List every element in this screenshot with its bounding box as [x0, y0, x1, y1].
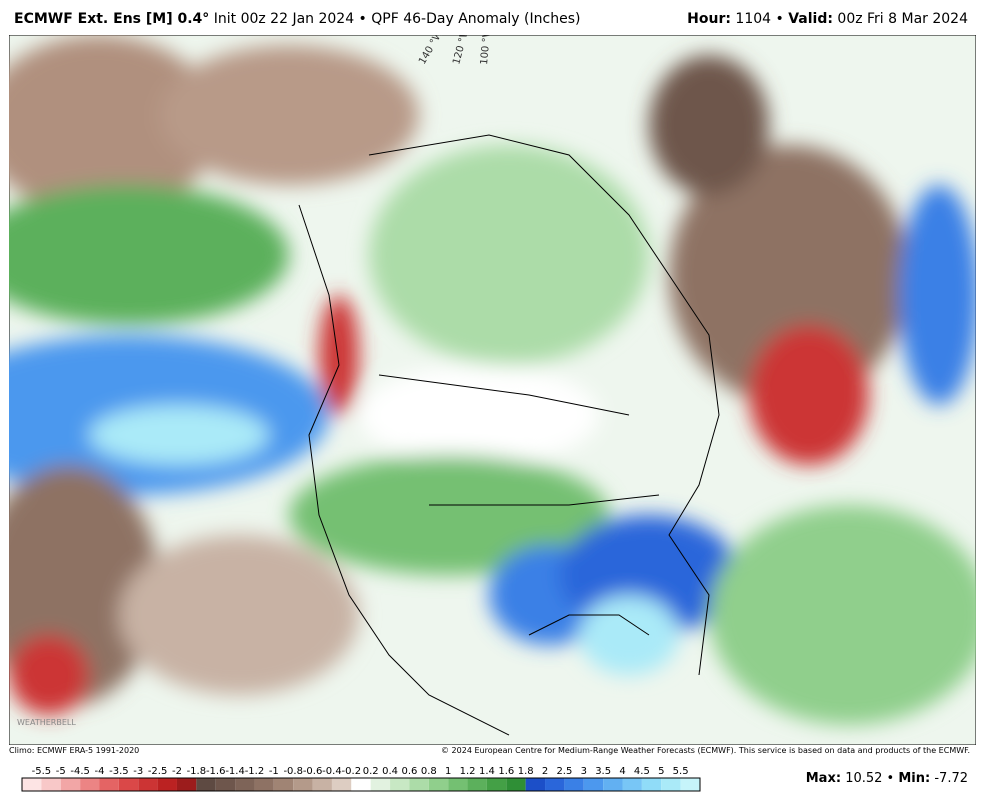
- color-box: [22, 778, 42, 791]
- colorbar-label: 3.5: [595, 766, 611, 777]
- colorbar-label: 1.4: [479, 766, 495, 777]
- color-box: [370, 778, 391, 791]
- colorbar-label: 5.5: [673, 766, 689, 777]
- colorbar-label: -1.2: [245, 766, 265, 777]
- color-box: [118, 778, 139, 791]
- colorbar-label: -1: [269, 766, 279, 777]
- colorbar-label: 0.6: [401, 766, 417, 777]
- color-box: [293, 778, 313, 791]
- graticule-label: 100 °W: [479, 35, 493, 65]
- color-box: [641, 778, 662, 791]
- color-box: [603, 778, 623, 791]
- valid-label: Valid:: [788, 11, 833, 27]
- hour: 1104: [735, 11, 772, 27]
- logo: WEATHERBELL: [17, 718, 76, 727]
- color-box: [138, 778, 158, 791]
- separator: •: [886, 771, 895, 786]
- color-box: [545, 778, 565, 791]
- color-box: [564, 778, 584, 791]
- colorbar-label: 1.2: [460, 766, 476, 777]
- model: ECMWF Ext. Ens [M] 0.4°: [14, 11, 210, 27]
- separator: •: [775, 11, 784, 27]
- colorbar-label: -3.5: [109, 766, 129, 777]
- colorbar-label: -0.2: [342, 766, 362, 777]
- color-box: [80, 778, 100, 791]
- max: 10.52: [845, 771, 883, 786]
- color-box: [661, 778, 681, 791]
- color-box: [331, 778, 352, 791]
- coastlines: [298, 134, 720, 736]
- color-box: [99, 778, 119, 791]
- valid-time: Hour: 1104 • Valid: 00z Fri 8 Mar 2024: [687, 11, 968, 27]
- min-label: Min:: [898, 771, 931, 786]
- colorbar-label: 4.5: [634, 766, 650, 777]
- colorbar-label: 0.8: [421, 766, 437, 777]
- colorbar-label: 2: [542, 766, 548, 777]
- valid: 00z Fri 8 Mar 2024: [837, 11, 968, 27]
- colorbar-label: 4: [619, 766, 625, 777]
- color-box: [60, 778, 81, 791]
- colorbar-label: 1: [445, 766, 451, 777]
- colorbar-label: -1.6: [206, 766, 226, 777]
- colorbar-label: 5: [658, 766, 664, 777]
- colorbar-label: 1.6: [498, 766, 514, 777]
- map: 140 °W 120 °W 100 °W WEATHERBELL: [9, 35, 976, 745]
- colorbar-label: -4: [94, 766, 104, 777]
- colorbar-label: -1.8: [187, 766, 207, 777]
- anomaly-field: [9, 35, 976, 725]
- colorbar-label: 0.4: [382, 766, 398, 777]
- copyright: © 2024 European Centre for Medium-Range …: [441, 746, 970, 755]
- color-box: [448, 778, 468, 791]
- title: ECMWF Ext. Ens [M] 0.4° Init 00z 22 Jan …: [14, 11, 580, 27]
- info: Init 00z 22 Jan 2024 • QPF 46-Day Anomal…: [213, 11, 581, 27]
- color-box: [254, 778, 274, 791]
- color-box: [215, 778, 236, 791]
- colorbar-label: -0.8: [283, 766, 303, 777]
- color-box: [176, 778, 197, 791]
- color-box: [235, 778, 255, 791]
- colorbar-label: 2.5: [556, 766, 572, 777]
- color-box: [390, 778, 410, 791]
- color-box: [312, 778, 332, 791]
- max-label: Max:: [805, 771, 842, 786]
- colorbar-label: -3: [133, 766, 143, 777]
- climo: Climo: ECMWF ERA-5 1991-2020: [9, 746, 140, 755]
- color-box: [622, 778, 642, 791]
- colorbar-label: -0.4: [322, 766, 342, 777]
- color-box: [409, 778, 429, 791]
- colorbar: -5.5 -5 -4.5 -4 -3.5 -3 -2.5 -2 -1.8 -1.6 -1.4 -1.2…: [21, 766, 701, 792]
- colorbar-label: -5.5: [32, 766, 52, 777]
- colorbar-label: -4.5: [70, 766, 90, 777]
- color-box: [583, 778, 604, 791]
- color-box: [680, 778, 700, 791]
- colorbar-label: -0.6: [303, 766, 323, 777]
- colorbar-label: 1.8: [518, 766, 534, 777]
- color-box: [196, 778, 216, 791]
- colorbar-label: -2.5: [148, 766, 168, 777]
- color-box: [351, 778, 371, 791]
- colorbar-label: -1.4: [225, 766, 245, 777]
- hour-label: Hour:: [687, 11, 731, 27]
- color-box: [506, 778, 526, 791]
- colorbar-label: 3: [581, 766, 587, 777]
- color-box: [273, 778, 294, 791]
- color-box: [467, 778, 487, 791]
- colorbar-label: -5: [56, 766, 66, 777]
- colorbar-label: 0.2: [363, 766, 379, 777]
- colorbar-label: -2: [172, 766, 182, 777]
- color-box: [157, 778, 177, 791]
- min: -7.72: [934, 771, 968, 786]
- color-box: [428, 778, 449, 791]
- colorbar-frame: [21, 777, 701, 792]
- extremes: Max: 10.52 • Min: -7.72: [806, 771, 968, 786]
- color-box: [525, 778, 546, 791]
- color-box: [41, 778, 61, 791]
- color-box: [486, 778, 507, 791]
